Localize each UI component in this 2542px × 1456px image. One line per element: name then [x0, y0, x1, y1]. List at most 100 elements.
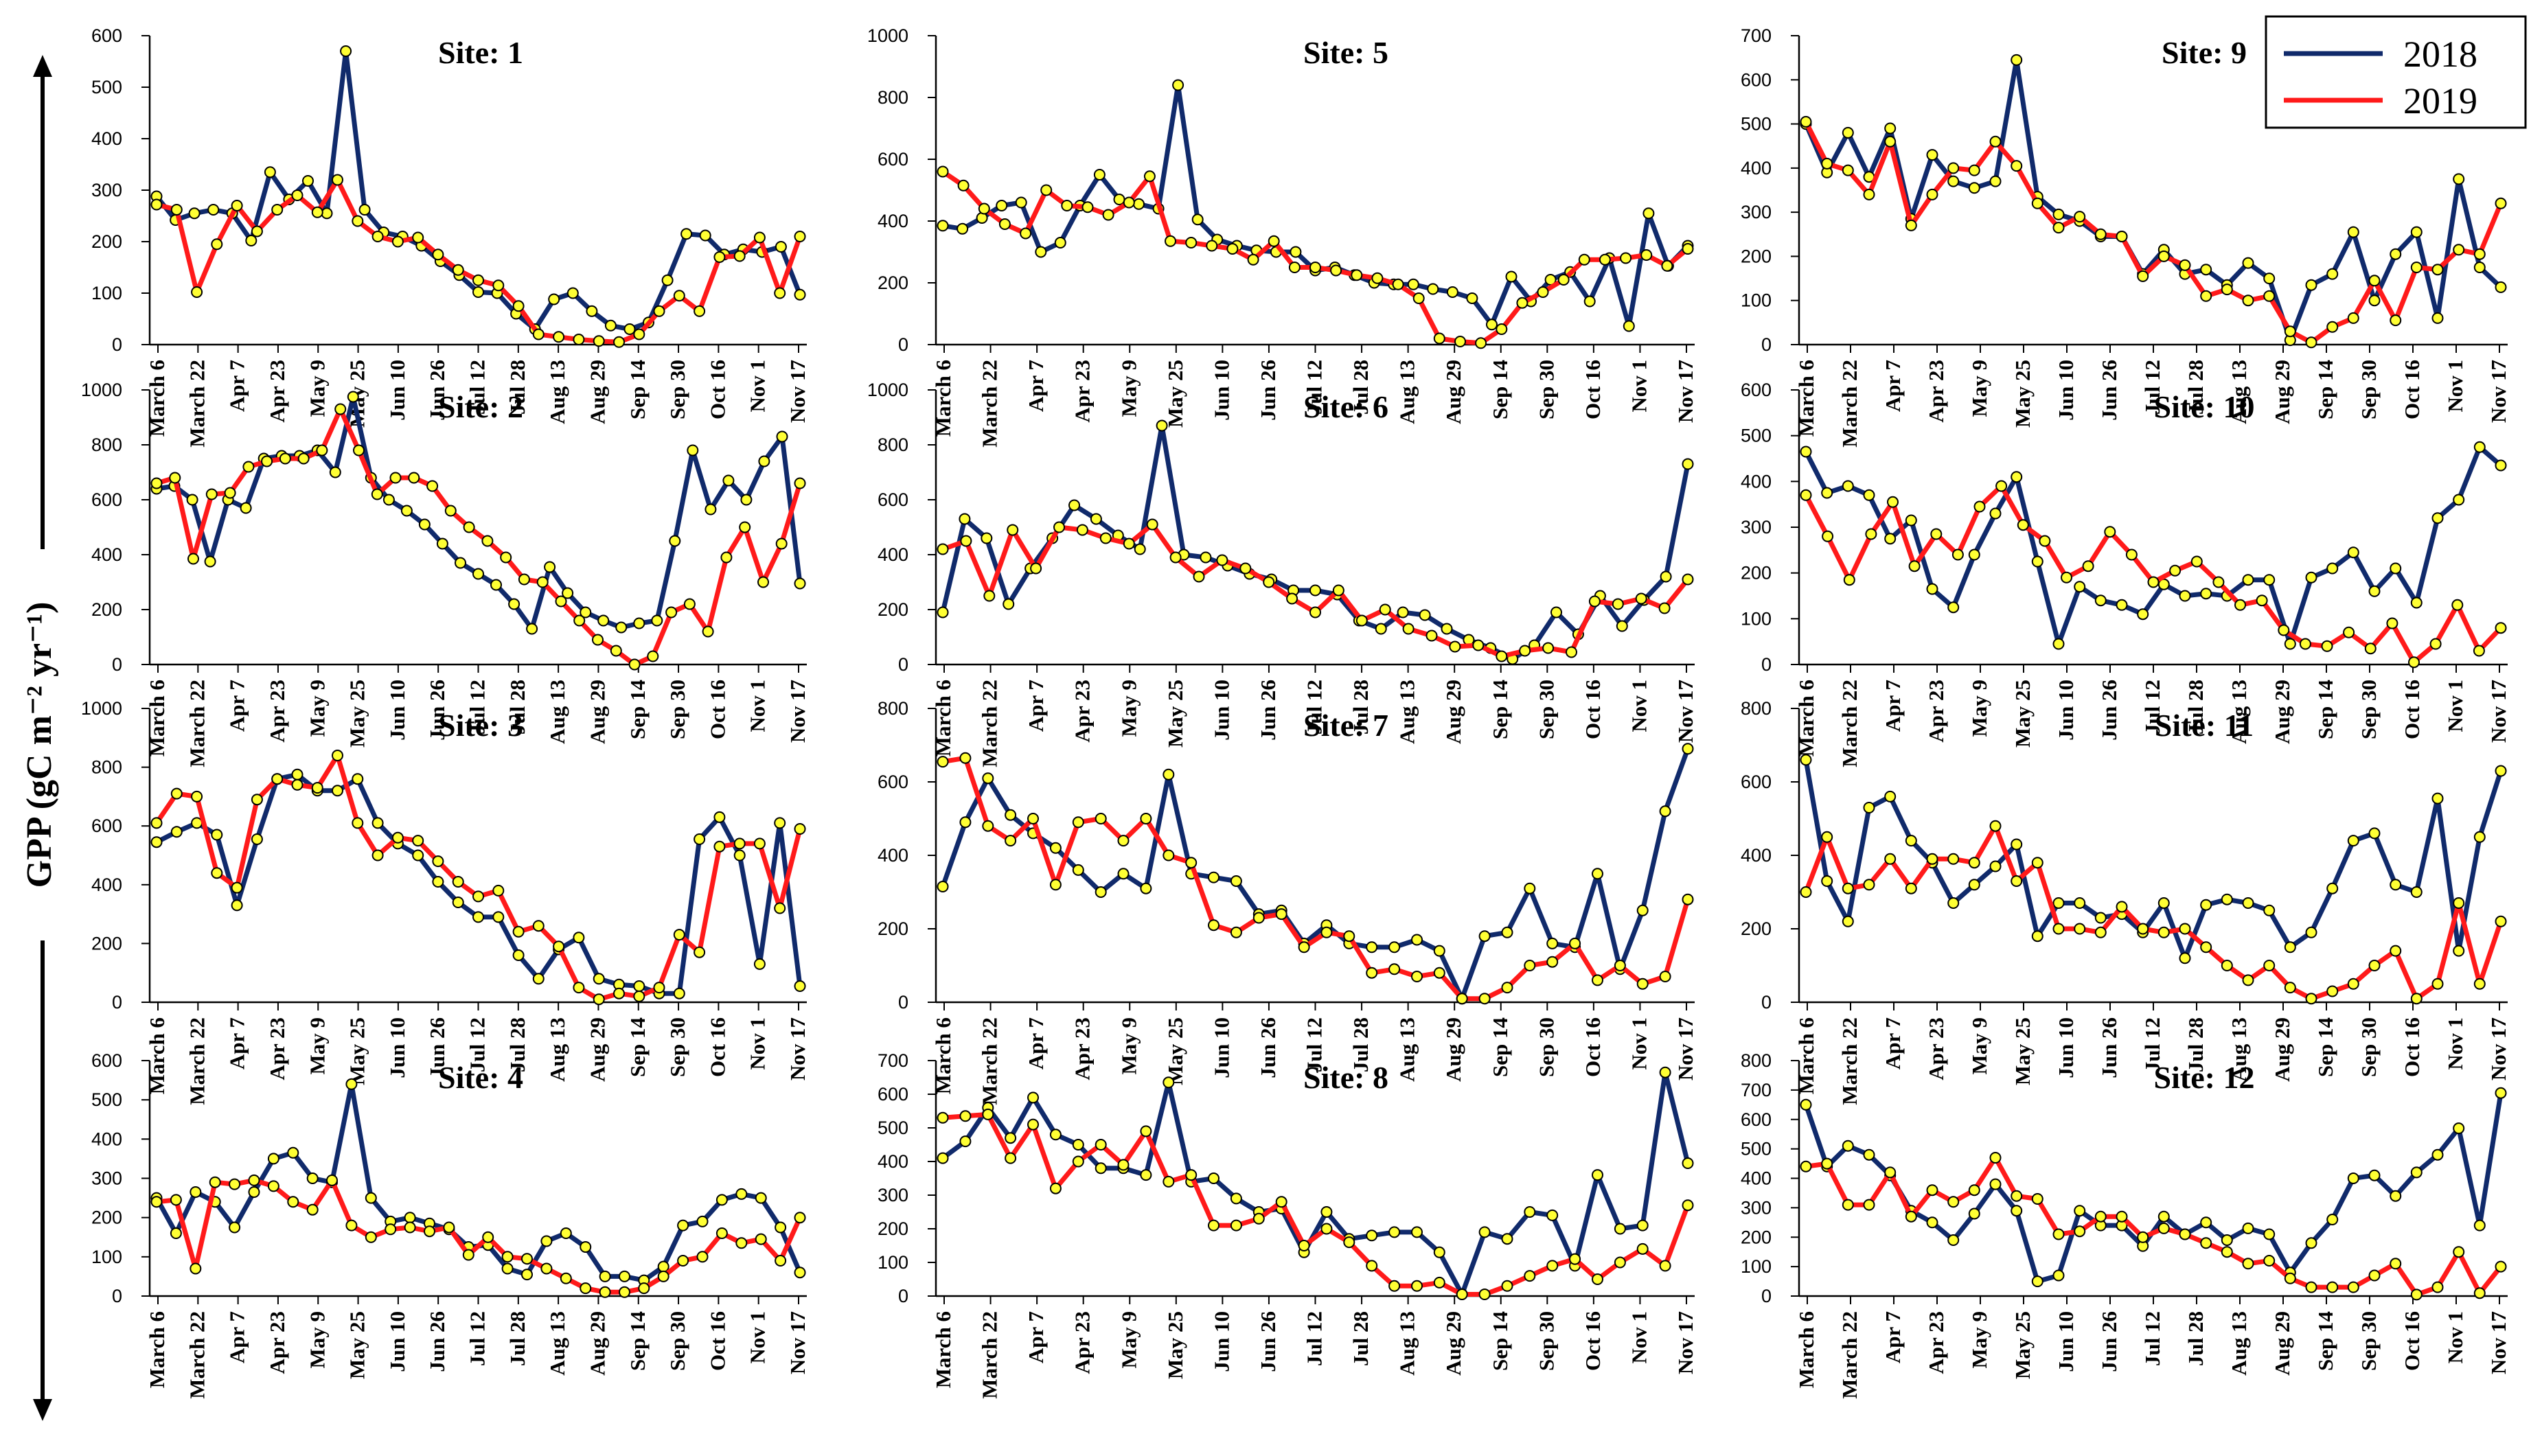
- data-point-2018: [532, 973, 545, 985]
- x-tick-label: Oct 16: [2400, 1311, 2424, 1371]
- data-point-2019: [2368, 1269, 2381, 1282]
- x-tick-label: May 9: [305, 360, 329, 417]
- data-point-2018: [291, 768, 304, 781]
- x-tick-label: May 25: [2011, 1017, 2035, 1085]
- series-line-2018: [941, 1070, 1691, 1297]
- data-point-2019: [332, 174, 343, 186]
- data-point-2019: [452, 264, 464, 276]
- x-tick-label: Aug 13: [1395, 1311, 1419, 1376]
- data-point-2019: [2343, 626, 2355, 638]
- y-tick-label: 400: [91, 1129, 122, 1149]
- data-point-2018: [1397, 606, 1409, 619]
- series-line-2019: [1803, 120, 2504, 345]
- y-axis-label: GPP (gC m⁻² yr⁻¹): [20, 602, 59, 888]
- data-point-2019: [753, 837, 766, 850]
- data-point-2018: [981, 532, 993, 544]
- data-point-2018: [2347, 835, 2359, 847]
- data-point-2019: [1884, 853, 1897, 865]
- data-point-2018: [544, 561, 556, 573]
- x-tick-label: May 25: [345, 1311, 369, 1379]
- data-point-2019: [2473, 1287, 2486, 1299]
- x-tick-label: Jul 28: [2184, 680, 2208, 735]
- data-point-2019: [311, 206, 323, 218]
- x-tick-label: May 25: [2011, 1311, 2035, 1379]
- data-point-2019: [316, 444, 328, 457]
- data-point-2019: [287, 1196, 299, 1208]
- data-point-2019: [1546, 1260, 1559, 1272]
- data-point-2019: [170, 1194, 182, 1206]
- y-tick-label: 600: [91, 1050, 122, 1071]
- data-point-2019: [150, 198, 163, 211]
- x-tick-label: Oct 16: [2400, 360, 2424, 419]
- data-point-2018: [2263, 1228, 2276, 1240]
- x-tick-label: Aug 13: [545, 680, 569, 744]
- data-point-2019: [1989, 1152, 2002, 1164]
- data-point-2018: [455, 557, 466, 569]
- panel-title: Site: 12: [2154, 1060, 2255, 1095]
- data-point-2019: [150, 817, 163, 829]
- data-point-2018: [959, 1135, 972, 1148]
- data-point-2019: [2221, 284, 2233, 296]
- x-tick-label: Aug 13: [545, 1017, 569, 1082]
- data-point-2019: [683, 598, 696, 610]
- data-point-2019: [1456, 1289, 1468, 1300]
- data-point-2019: [271, 204, 284, 216]
- data-point-2018: [2368, 294, 2381, 307]
- x-tick-label: Oct 16: [1581, 1311, 1605, 1371]
- x-tick-label: Apr 23: [1070, 1017, 1095, 1081]
- data-point-2019: [251, 225, 263, 238]
- y-tick-label: 100: [91, 283, 122, 303]
- data-point-2018: [1309, 584, 1321, 597]
- x-tick-label: Jun 10: [1209, 1017, 1233, 1078]
- data-point-2019: [2137, 1231, 2149, 1243]
- data-point-2019: [702, 625, 714, 638]
- y-tick-label: 600: [1741, 1109, 1772, 1130]
- data-point-2019: [452, 876, 464, 888]
- data-point-2019: [1947, 1196, 1960, 1208]
- data-point-2019: [2212, 576, 2225, 588]
- data-point-2019: [1309, 262, 1321, 273]
- data-point-2019: [998, 218, 1011, 230]
- x-tick-label: Jul 28: [2184, 1017, 2208, 1072]
- data-point-2019: [1123, 538, 1135, 550]
- data-point-2018: [562, 587, 574, 599]
- data-point-2019: [739, 521, 751, 533]
- series-line-2018: [1803, 759, 2504, 961]
- data-point-2018: [404, 1212, 416, 1224]
- x-tick-label: Apr 23: [1924, 680, 1948, 743]
- data-point-2019: [2031, 197, 2043, 209]
- x-tick-label: Apr 7: [1024, 680, 1048, 732]
- data-point-2019: [1800, 1160, 1812, 1172]
- y-tick-label: 100: [878, 1252, 908, 1273]
- data-point-2018: [2052, 208, 2065, 220]
- data-point-2019: [463, 521, 475, 533]
- data-point-2019: [694, 946, 706, 958]
- data-point-2019: [1072, 816, 1084, 829]
- data-point-2018: [1968, 879, 1980, 891]
- data-point-2018: [1134, 543, 1146, 555]
- data-point-2018: [1208, 871, 1220, 883]
- data-point-2019: [733, 837, 746, 850]
- legend-label-2018: 2018: [2403, 34, 2477, 75]
- data-point-2019: [512, 925, 525, 938]
- y-tick-label: 400: [1741, 158, 1772, 178]
- x-tick-label: Oct 16: [705, 1311, 729, 1371]
- x-tick-label: Oct 16: [705, 360, 729, 419]
- data-point-2019: [1072, 1155, 1084, 1168]
- data-point-2019: [1472, 639, 1485, 651]
- data-point-2019: [1989, 135, 2002, 148]
- data-point-2019: [1239, 562, 1252, 575]
- data-point-2019: [1263, 576, 1275, 588]
- x-tick-label: May 9: [305, 1017, 329, 1075]
- x-tick-label: Nov 1: [1627, 360, 1651, 413]
- data-point-2018: [1524, 1206, 1536, 1218]
- data-point-2018: [758, 455, 770, 467]
- data-point-2019: [2137, 270, 2149, 282]
- data-point-2018: [794, 577, 806, 590]
- data-point-2019: [1951, 548, 1964, 561]
- data-point-2019: [1049, 879, 1062, 891]
- data-point-2019: [365, 1231, 377, 1243]
- data-point-2019: [1501, 1280, 1513, 1292]
- legend-label-2019: 2019: [2403, 80, 2477, 122]
- data-point-2018: [170, 826, 183, 838]
